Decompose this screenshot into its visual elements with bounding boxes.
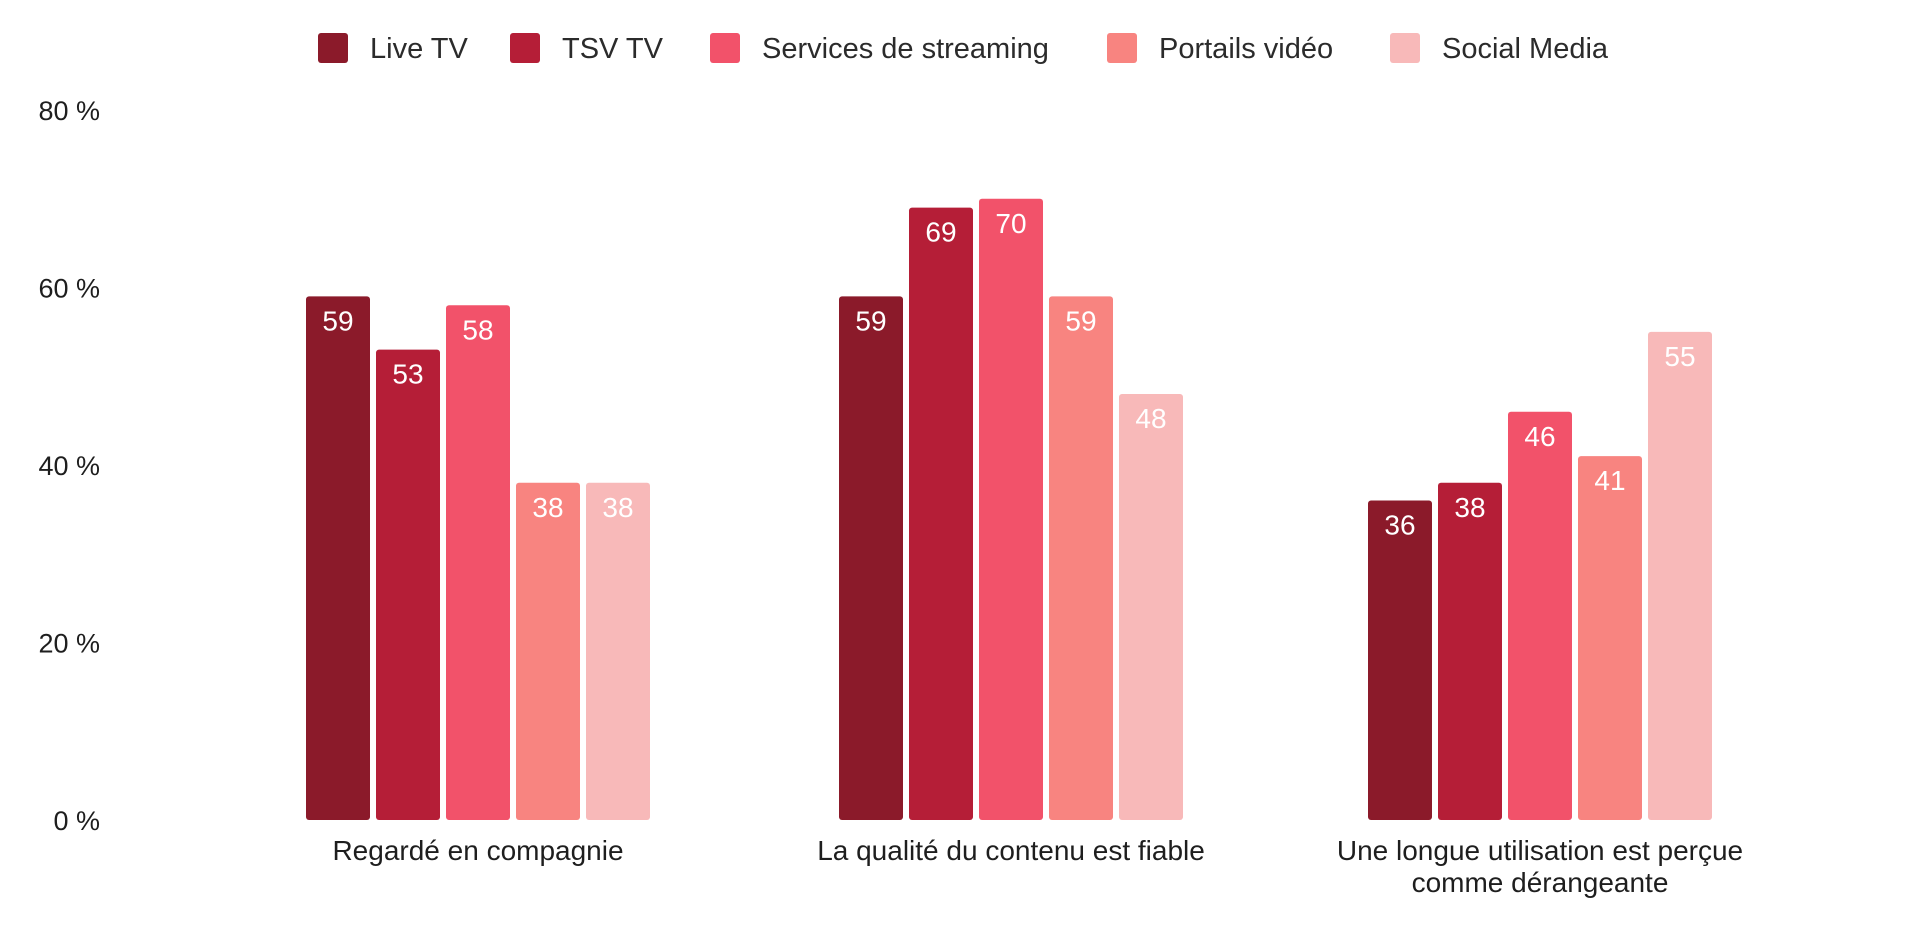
- y-tick-label: 20 %: [38, 629, 100, 659]
- bar: [1368, 500, 1432, 820]
- legend-swatch: [510, 33, 540, 63]
- legend-swatch: [1107, 33, 1137, 63]
- bar-value-label: 38: [532, 492, 563, 523]
- bar: [516, 482, 580, 820]
- category-label-line: Regardé en compagnie: [332, 835, 623, 866]
- category-label: Regardé en compagnie: [332, 835, 623, 866]
- legend-item: TSV TV: [510, 33, 664, 65]
- bar-value-label: 38: [1454, 492, 1485, 523]
- chart-legend: Live TV TSV TV Services de streaming Portai…: [318, 33, 1609, 65]
- category-label: La qualité du contenu est fiable: [817, 835, 1205, 866]
- legend-label: Services de streaming: [762, 33, 1049, 65]
- legend-item: Live TV: [318, 33, 468, 65]
- legend-swatch: [1390, 33, 1420, 63]
- bars-group: [306, 198, 1712, 820]
- bar: [1578, 456, 1642, 820]
- legend-label: Portails vidéo: [1159, 33, 1333, 65]
- y-tick-label: 40 %: [38, 451, 100, 481]
- legend-swatch: [710, 33, 740, 63]
- bar-value-label: 38: [602, 492, 633, 523]
- bar-value-label: 46: [1524, 421, 1555, 452]
- value-labels: 59 53 58 38 38 59 69 70 59 48 36 38 46 41 55: [322, 208, 1695, 541]
- bar: [306, 296, 370, 820]
- bar: [839, 296, 903, 820]
- bar-group: [839, 198, 1183, 820]
- y-tick-label: 60 %: [38, 274, 100, 304]
- bar: [376, 349, 440, 820]
- legend-label: Social Media: [1442, 33, 1609, 65]
- bar-value-label: 69: [925, 217, 956, 248]
- bar-value-label: 58: [462, 314, 493, 345]
- bar-value-label: 41: [1594, 465, 1625, 496]
- bar-value-label: 59: [322, 305, 353, 336]
- legend-item: Services de streaming: [710, 33, 1049, 65]
- category-label-line: La qualité du contenu est fiable: [817, 835, 1205, 866]
- bar: [1648, 331, 1712, 820]
- bar: [446, 305, 510, 820]
- y-axis: 0 % 20 % 40 % 60 % 80 %: [38, 96, 100, 836]
- bar: [1508, 411, 1572, 820]
- category-label-line: comme dérangeante: [1412, 867, 1669, 898]
- legend-item: Portails vidéo: [1107, 33, 1333, 65]
- bar-group: [306, 296, 650, 820]
- bar-value-label: 70: [995, 208, 1026, 239]
- bar-value-label: 48: [1135, 403, 1166, 434]
- bar: [586, 482, 650, 820]
- bar: [979, 198, 1043, 820]
- bar: [1438, 482, 1502, 820]
- bar: [1049, 296, 1113, 820]
- x-axis: Regardé en compagnie La qualité du conten…: [332, 835, 1743, 898]
- bar-group: [1368, 331, 1712, 820]
- y-tick-label: 0 %: [53, 806, 100, 836]
- bar-value-label: 53: [392, 359, 423, 390]
- y-tick-label: 80 %: [38, 96, 100, 126]
- legend-label: TSV TV: [562, 33, 664, 65]
- bar-value-label: 36: [1384, 510, 1415, 541]
- legend-swatch: [318, 33, 348, 63]
- legend-label: Live TV: [370, 33, 468, 65]
- bar: [909, 207, 973, 820]
- category-label: Une longue utilisation est perçue comme d…: [1337, 835, 1743, 898]
- category-label-line: Une longue utilisation est perçue: [1337, 835, 1743, 866]
- bar-value-label: 59: [1065, 305, 1096, 336]
- legend-item: Social Media: [1390, 33, 1609, 65]
- bar-value-label: 59: [855, 305, 886, 336]
- bar: [1119, 394, 1183, 820]
- bar-value-label: 55: [1664, 341, 1695, 372]
